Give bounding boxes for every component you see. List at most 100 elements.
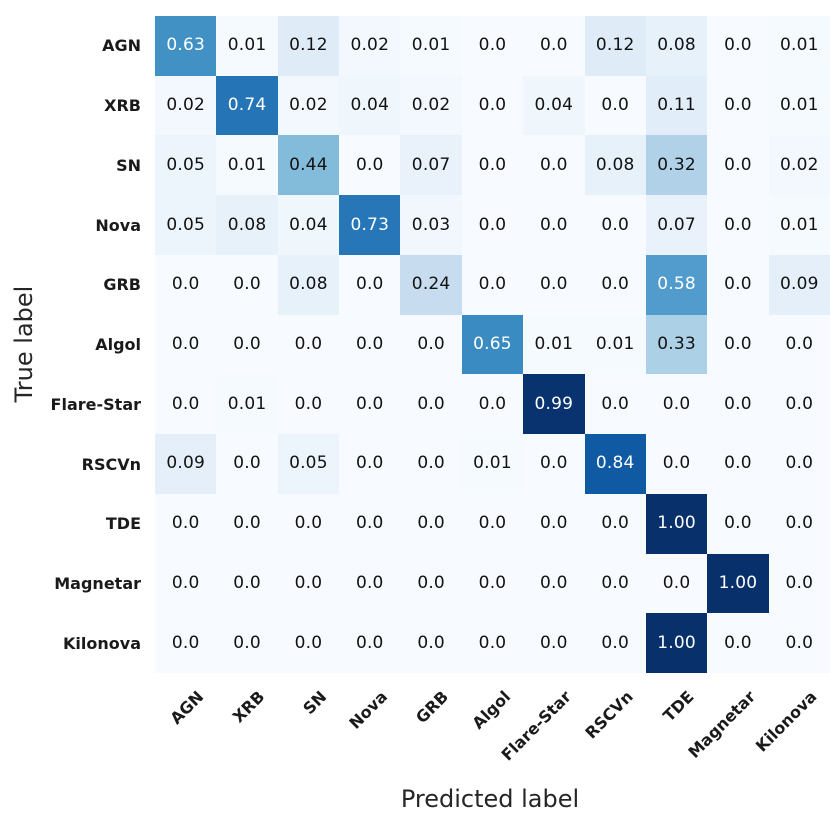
heatmap-cell: 0.08	[645, 16, 708, 76]
y-tick-label: Kilonova	[63, 633, 141, 653]
heatmap-cell: 0.02	[277, 75, 340, 136]
heatmap-cell: 0.03	[400, 195, 462, 255]
heatmap-cell: 0.01	[768, 195, 830, 255]
heatmap-cell: 0.0	[216, 434, 278, 494]
heatmap-cell: 0.0	[645, 553, 708, 614]
x-tick-label: GRB	[412, 687, 453, 728]
heatmap-cell: 0.0	[216, 254, 278, 315]
x-tick-label: RSCVn	[581, 687, 637, 743]
heatmap-cell: 0.0	[707, 434, 769, 494]
heatmap-cell: 0.01	[768, 75, 830, 136]
heatmap-cell: 0.0	[645, 434, 708, 494]
y-tick-label: Algol	[95, 335, 141, 355]
heatmap-cell: 0.0	[584, 374, 646, 435]
heatmap-cell: 0.24	[400, 254, 462, 315]
heatmap-cell: 0.0	[523, 553, 585, 614]
heatmap-cell: 0.0	[523, 613, 585, 673]
heatmap-cell: 0.0	[584, 195, 646, 255]
heatmap-cell: 0.08	[216, 195, 278, 255]
x-tick-label: Flare-Star	[497, 687, 576, 765]
heatmap-cell: 0.0	[768, 493, 830, 554]
heatmap-cell: 0.01	[584, 314, 646, 375]
y-tick-label: AGN	[102, 36, 141, 56]
heatmap-cell: 0.0	[277, 613, 340, 673]
heatmap-cell: 0.32	[645, 135, 708, 196]
heatmap-cell: 0.0	[707, 135, 769, 196]
heatmap-cell: 0.0	[707, 374, 769, 435]
heatmap-cell: 0.0	[768, 374, 830, 435]
heatmap-cell: 0.73	[339, 195, 401, 255]
x-tick-label: XRB	[228, 687, 269, 727]
heatmap-cell: 0.04	[277, 195, 340, 255]
heatmap-cell: 0.0	[461, 374, 524, 435]
heatmap-cell: 0.0	[155, 374, 217, 435]
heatmap-cell: 0.0	[461, 16, 524, 76]
heatmap-cell: 0.0	[768, 434, 830, 494]
heatmap-cell: 0.0	[461, 135, 524, 196]
heatmap-cell: 0.0	[339, 374, 401, 435]
y-tick-label: RSCVn	[81, 454, 141, 474]
heatmap-cell: 0.05	[277, 434, 340, 494]
heatmap-cell: 0.0	[645, 374, 708, 435]
heatmap-cell: 0.0	[461, 613, 524, 673]
heatmap-cell: 0.0	[339, 493, 401, 554]
heatmap-cell: 0.08	[277, 254, 340, 315]
heatmap-cell: 0.0	[277, 314, 340, 375]
x-tick-label: Algol	[468, 687, 514, 733]
heatmap-cell: 0.0	[523, 135, 585, 196]
heatmap-cell: 0.0	[707, 75, 769, 136]
heatmap-cell: 0.0	[461, 493, 524, 554]
heatmap-cell: 0.0	[277, 553, 340, 614]
heatmap-cell: 0.0	[216, 553, 278, 614]
heatmap-cell: 0.0	[400, 434, 462, 494]
heatmap-cell: 0.0	[523, 493, 585, 554]
heatmap-cell: 0.33	[645, 314, 708, 375]
y-tick-label: Flare-Star	[50, 394, 141, 414]
heatmap-cell: 0.0	[339, 314, 401, 375]
heatmap-cell: 0.0	[461, 75, 524, 136]
heatmap-cell: 0.65	[461, 314, 524, 375]
heatmap-cell: 0.0	[400, 613, 462, 673]
heatmap-cell: 0.01	[216, 16, 278, 76]
heatmap-cell: 0.0	[584, 613, 646, 673]
heatmap-cell: 0.12	[277, 16, 340, 76]
heatmap-cell: 0.0	[155, 553, 217, 614]
heatmap-cell: 0.07	[400, 135, 462, 196]
heatmap-cell: 0.0	[277, 374, 340, 435]
heatmap-cell: 0.08	[584, 135, 646, 196]
heatmap-cell: 0.01	[461, 434, 524, 494]
heatmap-cell: 0.0	[584, 553, 646, 614]
heatmap-cell: 0.0	[707, 493, 769, 554]
heatmap-cell: 0.0	[523, 254, 585, 315]
heatmap-cell: 0.02	[768, 135, 830, 196]
heatmap-cell: 0.0	[461, 254, 524, 315]
heatmap-cell: 0.0	[707, 254, 769, 315]
x-tick-label: Nova	[345, 687, 392, 733]
heatmap-cell: 0.0	[339, 135, 401, 196]
heatmap-cell: 0.07	[645, 195, 708, 255]
heatmap-cell: 1.00	[645, 613, 708, 673]
heatmap-cell: 0.0	[155, 493, 217, 554]
heatmap-cell: 0.0	[707, 613, 769, 673]
heatmap-cell: 0.0	[768, 553, 830, 614]
heatmap-cell: 0.05	[155, 195, 217, 255]
x-tick-label: SN	[298, 687, 330, 719]
y-tick-label: GRB	[103, 275, 141, 295]
y-tick-label: Nova	[95, 215, 141, 235]
heatmap-cell: 0.0	[155, 314, 217, 375]
heatmap-cell: 0.01	[400, 16, 462, 76]
heatmap-cell: 0.44	[277, 135, 340, 196]
heatmap-cell: 0.0	[339, 254, 401, 315]
heatmap-cell: 0.99	[523, 374, 585, 435]
heatmap-cell: 0.0	[707, 314, 769, 375]
heatmap-cell: 0.0	[768, 613, 830, 673]
heatmap-cell: 0.0	[400, 374, 462, 435]
heatmap-cell: 0.58	[645, 254, 708, 315]
y-tick-label: SN	[116, 155, 141, 175]
heatmap-cell: 0.0	[707, 195, 769, 255]
heatmap-cell: 0.0	[707, 16, 769, 76]
heatmap-cell: 1.00	[645, 493, 708, 554]
heatmap-cell: 0.0	[584, 254, 646, 315]
heatmap-cell: 0.0	[461, 553, 524, 614]
heatmap-cell: 0.0	[339, 553, 401, 614]
